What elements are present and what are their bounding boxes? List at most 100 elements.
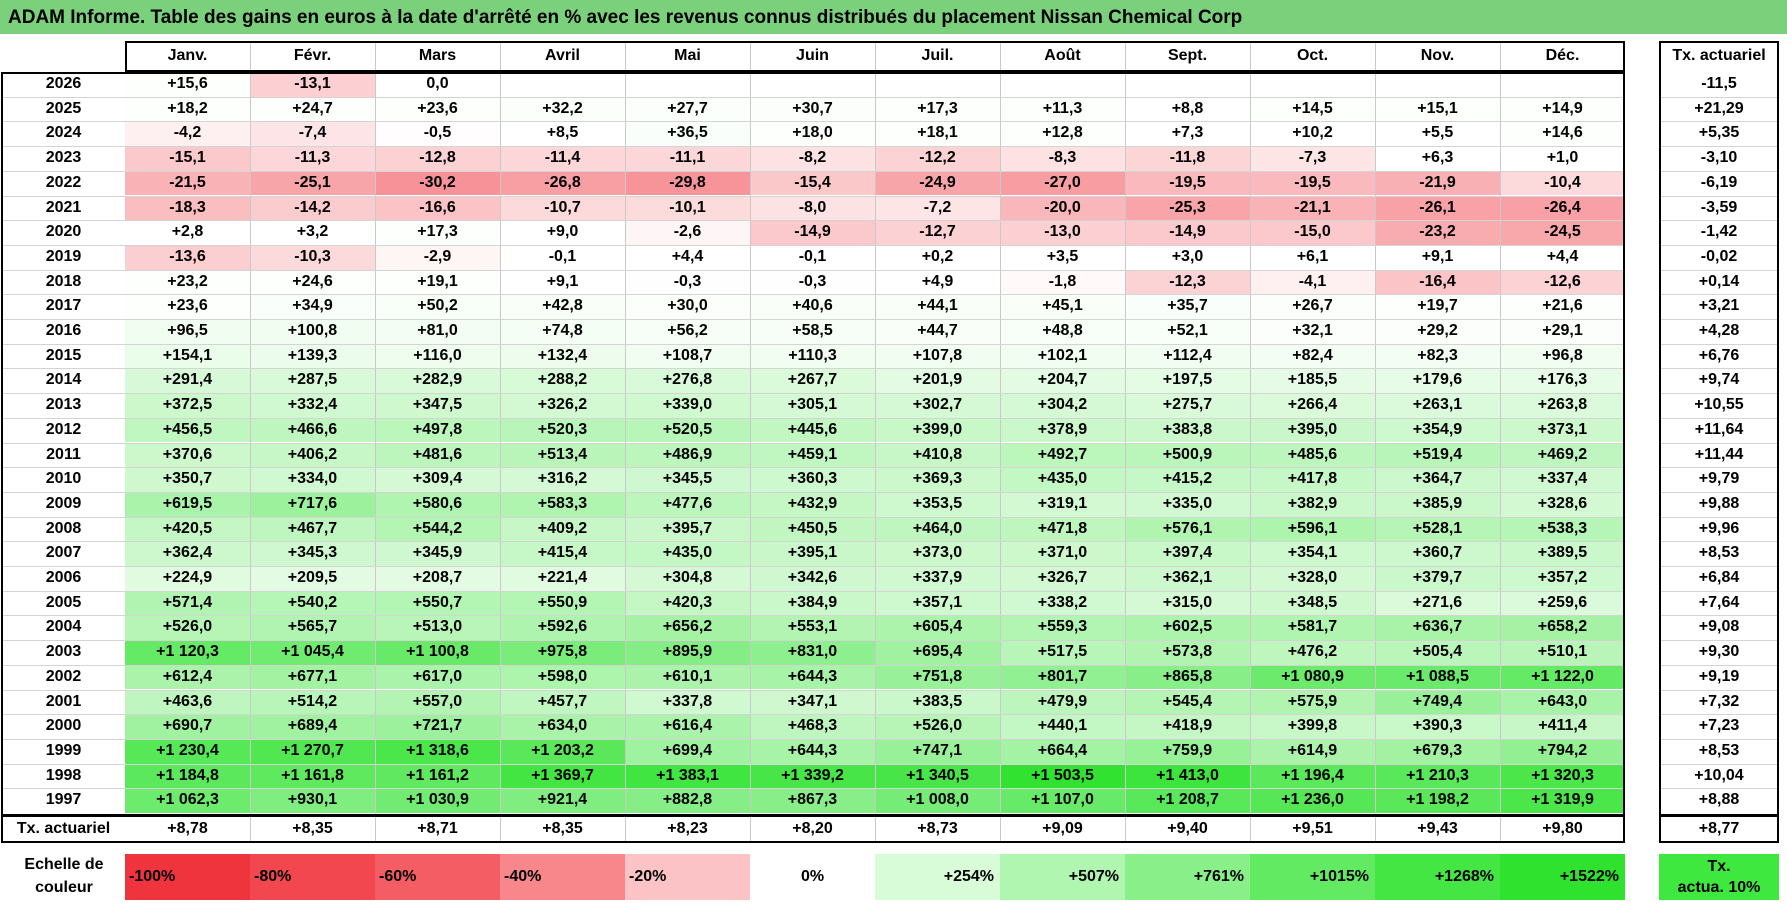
gain-cell-2012-5: +520,5 (625, 417, 750, 443)
gain-cell-2009-4: +583,3 (500, 491, 625, 517)
gain-cell-2011-10: +485,6 (1250, 442, 1375, 468)
gain-cell-2022-9: -19,5 (1125, 170, 1250, 196)
month-header-10: Oct. (1296, 47, 1329, 64)
gain-cell-1997-3: +1 030,9 (375, 788, 500, 813)
legend-actua-line2: actua. 10% (1677, 879, 1761, 896)
gain-cell-2006-1: +224,9 (125, 566, 250, 591)
gain-cell-2001-8: +479,9 (1000, 689, 1125, 715)
gain-cell-2007-11: +360,7 (1375, 541, 1500, 566)
gain-cell-2012-12: +373,1 (1500, 417, 1625, 443)
gain-cell-2014-8: +204,7 (1000, 368, 1125, 394)
year-label-2022: 2022 (45, 173, 82, 191)
gain-cell-1998-12: +1 320,3 (1500, 763, 1625, 789)
gain-cell-2013-4: +326,2 (500, 393, 625, 418)
gain-cell-2009-5: +477,6 (625, 491, 750, 517)
grid-line (2, 417, 1625, 419)
gain-cell-2005-11: +271,6 (1375, 590, 1500, 616)
gain-cell-2011-4: +513,4 (500, 442, 625, 468)
rate-cell-1998: +10,04 (1694, 766, 1744, 784)
gain-cell-2006-8: +326,7 (1000, 566, 1125, 591)
year-label-2021: 2021 (45, 198, 82, 216)
gain-cell-1999-3: +1 318,6 (375, 738, 500, 764)
gain-cell-2004-9: +602,5 (1125, 615, 1250, 641)
grid-line (1659, 763, 1779, 765)
gain-cell-2025-1: +18,2 (125, 96, 250, 122)
gain-cell-2018-3: +19,1 (375, 269, 500, 295)
grid-line (1659, 640, 1779, 642)
gain-cell-2001-10: +575,9 (1250, 689, 1375, 715)
gain-cell-2004-4: +592,6 (500, 615, 625, 641)
gain-cell-2002-12: +1 122,0 (1500, 664, 1625, 690)
rate-cell-2015: +6,76 (1698, 346, 1740, 364)
gain-cell-2015-9: +112,4 (1125, 343, 1250, 369)
gain-cell-2008-7: +464,0 (875, 516, 1000, 542)
gain-cell-2014-9: +197,5 (1125, 368, 1250, 394)
gain-cell-2019-3: -2,9 (375, 244, 500, 270)
gain-cell-2001-5: +337,8 (625, 689, 750, 715)
gain-cell-2025-8: +11,3 (1000, 96, 1125, 122)
gain-cell-2006-9: +362,1 (1125, 566, 1250, 591)
gain-cell-2000-9: +418,9 (1125, 714, 1250, 739)
gain-cell-2025-6: +30,7 (750, 96, 875, 122)
table-title: ADAM Informe. Table des gains en euros à… (0, 0, 1787, 34)
gain-cell-1999-1: +1 230,4 (125, 738, 250, 764)
gain-cell-2017-9: +35,7 (1125, 294, 1250, 319)
gain-cell-2003-2: +1 045,4 (250, 640, 375, 665)
grid-line (1000, 41, 1001, 842)
gain-cell-2006-6: +342,6 (750, 566, 875, 591)
year-label-2015: 2015 (45, 346, 82, 364)
rate-cell-1997: +8,88 (1698, 791, 1740, 809)
gain-cell-2016-6: +58,5 (750, 319, 875, 344)
gain-cell-2022-4: -26,8 (500, 170, 625, 196)
rate-cell-2012: +11,64 (1694, 420, 1744, 438)
month-header-2: Févr. (293, 47, 332, 64)
gain-cell-2023-11: +6,3 (1375, 146, 1500, 171)
gain-cell-2007-9: +397,4 (1125, 541, 1250, 566)
gain-cell-2011-3: +481,6 (375, 442, 500, 468)
total-rate-cell-7: +8,73 (917, 820, 958, 837)
rate-cell-2008: +9,96 (1698, 519, 1740, 537)
year-label-2025: 2025 (45, 99, 82, 117)
total-rate-cell-2: +8,35 (292, 820, 333, 837)
gain-cell-2010-5: +345,5 (625, 467, 750, 492)
gain-cell-2018-2: +24,6 (250, 269, 375, 295)
gain-cell-2004-2: +565,7 (250, 615, 375, 641)
gain-cell-2004-10: +581,7 (1250, 615, 1375, 641)
total-rate-overall: +8,77 (1698, 820, 1740, 837)
gain-cell-2024-8: +12,8 (1000, 121, 1125, 147)
rate-cell-2011: +11,44 (1694, 445, 1744, 463)
grid-line (2, 170, 1625, 172)
grid-line (2, 343, 1625, 345)
grid-line (1659, 195, 1779, 197)
total-rate-cell-11: +9,43 (1417, 820, 1458, 837)
gain-cell-2025-7: +17,3 (875, 96, 1000, 122)
gain-cell-2026-12 (1500, 72, 1625, 97)
total-rate-cell-4: +8,35 (542, 820, 583, 837)
gain-cell-2018-5: -0,3 (625, 269, 750, 295)
gain-cell-2023-5: -11,1 (625, 146, 750, 171)
grid-line (2, 590, 1625, 592)
year-label-2002: 2002 (45, 667, 82, 685)
gain-cell-2011-2: +406,2 (250, 442, 375, 468)
gain-cell-2012-8: +378,9 (1000, 417, 1125, 443)
gain-cell-2021-3: -16,6 (375, 195, 500, 221)
gain-cell-2001-7: +383,5 (875, 689, 1000, 715)
gain-cell-2003-10: +476,2 (1250, 640, 1375, 665)
gain-cell-2015-11: +82,3 (1375, 343, 1500, 369)
gain-cell-2015-8: +102,1 (1000, 343, 1125, 369)
gain-cell-2003-3: +1 100,8 (375, 640, 500, 665)
gain-cell-2020-8: -13,0 (1000, 220, 1125, 245)
gain-cell-2002-9: +865,8 (1125, 664, 1250, 690)
gain-cell-2009-1: +619,5 (125, 491, 250, 517)
gain-cell-2021-12: -26,4 (1500, 195, 1625, 221)
grid-line (1659, 467, 1779, 469)
gain-cell-2023-10: -7,3 (1250, 146, 1375, 171)
grid-line (2, 491, 1625, 493)
year-label-2011: 2011 (46, 445, 81, 463)
total-rate-cell-9: +9,40 (1167, 820, 1208, 837)
gain-cell-2007-8: +371,0 (1000, 541, 1125, 566)
gain-cell-2009-7: +353,5 (875, 491, 1000, 517)
gain-cell-2008-11: +528,1 (1375, 516, 1500, 542)
gain-cell-1999-8: +664,4 (1000, 738, 1125, 764)
gain-cell-2016-5: +56,2 (625, 319, 750, 344)
